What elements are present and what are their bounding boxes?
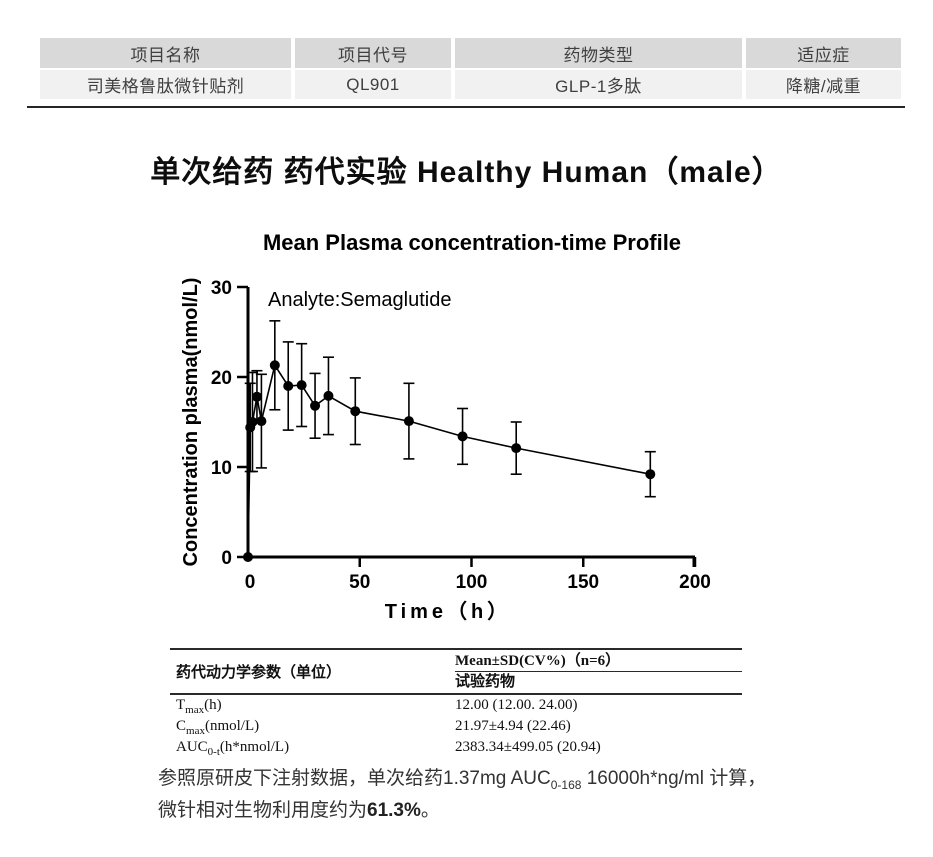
table-row-tmax: Tmax(h) 12.00 (12.00. 24.00) — [170, 695, 742, 716]
page-title: 单次给药 药代实验 Healthy Human（male） — [150, 156, 783, 189]
project-code-header: 项目代号 — [295, 38, 451, 68]
svg-text:150: 150 — [567, 572, 599, 593]
svg-text:0: 0 — [245, 572, 256, 593]
pk-mean-sd-header: Mean±SD(CV%)（n=6） — [455, 650, 742, 672]
pk-chart-svg: Mean Plasma concentration-time Profile An… — [180, 230, 711, 623]
note-line-2: 微针相对生物利用度约为61.3%。 — [158, 799, 440, 821]
svg-text:200: 200 — [679, 572, 711, 593]
pk-test-drug-subheader: 试验药物 — [455, 674, 516, 690]
tmax-value: 12.00 (12.00. 24.00) — [455, 697, 578, 713]
project-info-table: 项目名称 项目代号 药物类型 适应症 司美格鲁肽微针贴剂 QL901 GLP-1… — [40, 38, 901, 99]
svg-text:10: 10 — [211, 458, 232, 479]
svg-text:100: 100 — [456, 572, 488, 593]
table-row-cmax: Cmax(nmol/L) 21.97±4.94 (22.46) — [170, 716, 742, 737]
svg-text:Time（h）: Time（h） — [385, 600, 512, 623]
pk-param-col-header: 药代动力学参数（单位） — [176, 665, 342, 681]
auc-range-subscript: 0-168 — [550, 777, 582, 792]
bioavailability-note: 参照原研皮下注射数据，单次给药1.37mg AUC0-168 16000h*ng… — [158, 766, 818, 824]
project-name-header: 项目名称 — [40, 38, 291, 68]
svg-text:0: 0 — [221, 548, 232, 569]
svg-text:Analyte:Semaglutide: Analyte:Semaglutide — [268, 289, 451, 311]
svg-text:20: 20 — [211, 368, 232, 389]
auc-label: AUC0-t(h*nmol/L) — [176, 739, 290, 758]
indication-header: 适应症 — [746, 38, 901, 68]
drug-type-value: GLP-1多肽 — [455, 70, 742, 99]
project-code-value: QL901 — [295, 70, 451, 99]
pk-table-header: 药代动力学参数（单位） Mean±SD(CV%)（n=6） 试验药物 — [170, 650, 742, 695]
note-line-1: 参照原研皮下注射数据，单次给药1.37mg AUC0-168 16000h*ng… — [158, 768, 767, 792]
pk-parameter-table: 药代动力学参数（单位） Mean±SD(CV%)（n=6） 试验药物 Tmax(… — [170, 648, 742, 758]
auc-value: 2383.34±499.05 (20.94) — [455, 739, 601, 755]
svg-text:Concentration plasma(nmol/L): Concentration plasma(nmol/L) — [180, 278, 202, 567]
bioavailability-percent: 61.3% — [367, 799, 421, 821]
tmax-label: Tmax(h) — [176, 697, 222, 716]
cmax-value: 21.97±4.94 (22.46) — [455, 718, 571, 734]
project-name-value: 司美格鲁肽微针贴剂 — [40, 70, 291, 99]
drug-type-header: 药物类型 — [455, 38, 742, 68]
table-row-auc: AUC0-t(h*nmol/L) 2383.34±499.05 (20.94) — [170, 737, 742, 758]
horizontal-divider — [27, 106, 905, 108]
svg-text:Mean Plasma concentration-time: Mean Plasma concentration-time Profile — [263, 230, 681, 255]
svg-text:50: 50 — [349, 572, 370, 593]
pk-concentration-chart: Mean Plasma concentration-time Profile An… — [0, 220, 933, 635]
cmax-label: Cmax(nmol/L) — [176, 718, 260, 737]
svg-text:30: 30 — [211, 278, 232, 299]
indication-value: 降糖/减重 — [746, 70, 901, 99]
